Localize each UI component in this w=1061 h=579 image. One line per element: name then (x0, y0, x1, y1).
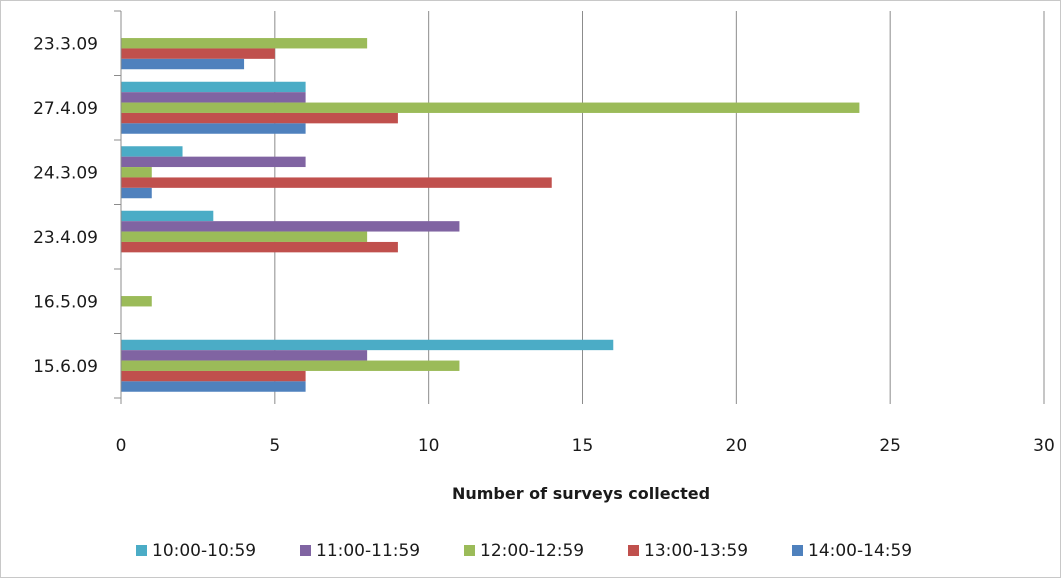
legend-label: 10:00-10:59 (152, 541, 256, 561)
x-tick-label: 30 (1033, 436, 1055, 456)
bar-27.4.09-14:00-14:59 (121, 123, 306, 133)
bar-27.4.09-10:00-10:59 (121, 82, 306, 92)
legend-swatch (136, 545, 147, 556)
bar-23.3.09-12:00-12:59 (121, 38, 367, 48)
y-tick-label: 27.4.09 (33, 99, 98, 119)
x-tick-label: 20 (726, 436, 748, 456)
bar-23.4.09-13:00-13:59 (121, 242, 398, 252)
legend: 10:00-10:59 11:00-11:59 12:00-12:59 13:00-1… (136, 541, 912, 561)
bar-23.3.09-14:00-14:59 (121, 59, 244, 69)
legend-item: 13:00-13:59 (628, 541, 748, 561)
y-tick-label: 23.4.09 (33, 228, 98, 248)
bar-15.6.09-11:00-11:59 (121, 350, 367, 360)
bar-23.4.09-12:00-12:59 (121, 232, 367, 242)
legend-item: 12:00-12:59 (464, 541, 584, 561)
x-tick-label: 5 (269, 436, 280, 456)
bar-23.4.09-11:00-11:59 (121, 221, 459, 231)
bar-15.6.09-13:00-13:59 (121, 371, 306, 381)
legend-label: 13:00-13:59 (644, 541, 748, 561)
bars (121, 38, 859, 392)
bar-27.4.09-11:00-11:59 (121, 92, 306, 102)
bar-15.6.09-12:00-12:59 (121, 361, 459, 371)
bar-23.4.09-10:00-10:59 (121, 211, 213, 221)
bar-24.3.09-12:00-12:59 (121, 167, 152, 177)
x-tick-label: 0 (116, 436, 127, 456)
legend-label: 12:00-12:59 (480, 541, 584, 561)
y-tick-label: 15.6.09 (33, 357, 98, 377)
bar-24.3.09-10:00-10:59 (121, 146, 183, 156)
x-tick-label: 15 (572, 436, 594, 456)
bar-23.3.09-13:00-13:59 (121, 48, 275, 58)
legend-swatch (628, 545, 639, 556)
x-axis-title: Number of surveys collected (452, 484, 710, 503)
legend-swatch (792, 545, 803, 556)
y-tick-label: 23.3.09 (33, 34, 98, 54)
y-tick-label: 24.3.09 (33, 163, 98, 183)
legend-swatch (300, 545, 311, 556)
legend-item: 11:00-11:59 (300, 541, 420, 561)
x-tick-label: 10 (418, 436, 440, 456)
bar-24.3.09-11:00-11:59 (121, 157, 306, 167)
legend-swatch (464, 545, 475, 556)
bar-15.6.09-10:00-10:59 (121, 340, 613, 350)
legend-label: 14:00-14:59 (808, 541, 912, 561)
bar-16.5.09-12:00-12:59 (121, 296, 152, 306)
legend-item: 14:00-14:59 (792, 541, 912, 561)
bar-24.3.09-13:00-13:59 (121, 177, 552, 187)
y-tick-label: 16.5.09 (33, 292, 98, 312)
legend-item: 10:00-10:59 (136, 541, 256, 561)
bar-27.4.09-13:00-13:59 (121, 113, 398, 123)
bar-24.3.09-14:00-14:59 (121, 188, 152, 198)
legend-label: 11:00-11:59 (316, 541, 420, 561)
bar-27.4.09-12:00-12:59 (121, 103, 859, 113)
x-tick-label: 25 (879, 436, 901, 456)
bar-15.6.09-14:00-14:59 (121, 381, 306, 391)
